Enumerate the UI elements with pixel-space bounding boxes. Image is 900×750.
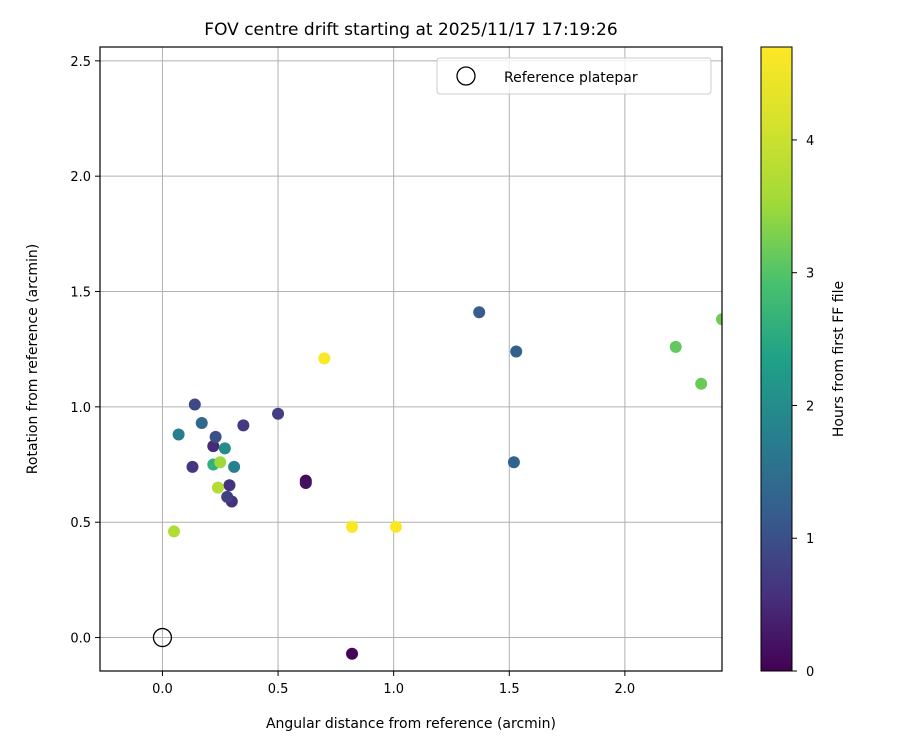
y-tick-label: 0.5 [70,516,91,531]
colorbar-tick-label: 0 [806,665,814,680]
data-point [318,352,331,365]
colorbar-tick-label: 4 [806,134,814,149]
y-axis-ticks: 0.0 0.5 1.0 1.5 2.0 2.5 [70,55,100,647]
colorbar-tick-label: 2 [806,399,814,414]
colorbar-tick-label: 3 [806,267,814,282]
chart-title: FOV centre drift starting at 2025/11/17 … [204,20,617,40]
reference-marker-layer [152,627,173,648]
data-point [669,340,682,353]
legend-label: Reference platepar [504,70,638,86]
reference-platepar-marker [152,627,173,648]
data-point [195,417,208,430]
legend-box [436,57,712,95]
data-point [299,476,312,489]
y-tick-label: 2.0 [70,170,91,185]
data-point [214,456,227,469]
data-point [510,345,523,358]
data-point [211,481,224,494]
y-tick-label: 1.5 [70,286,91,301]
data-point [346,520,359,533]
data-point [716,313,722,326]
y-axis-label: Rotation from reference (arcmin) [25,244,41,474]
data-point [186,460,199,473]
plot-background [100,47,722,671]
data-point [473,306,486,319]
data-point [167,525,180,538]
data-point [218,442,231,455]
data-point [228,460,241,473]
x-tick-label: 0.5 [268,682,289,697]
data-point [389,520,402,533]
data-points [167,306,722,660]
legend-marker [456,66,476,86]
colorbar-tick-label: 1 [806,532,814,547]
data-point [188,398,201,411]
x-tick-label: 2.0 [615,682,636,697]
colorbar: 0 1 2 3 4 Hours from first FF file [760,46,847,680]
data-point [221,490,234,503]
data-point [207,440,220,453]
legend: Reference platepar [436,57,712,95]
data-point [209,430,222,443]
data-point [237,419,250,432]
data-point [172,428,185,441]
data-point [346,647,359,660]
x-tick-label: 1.5 [499,682,520,697]
data-point [223,479,236,492]
y-tick-label: 1.0 [70,401,91,416]
data-point [507,456,520,469]
colorbar-gradient [760,46,793,672]
x-tick-label: 0.0 [152,682,173,697]
plot-frame [99,46,723,672]
x-axis-label: Angular distance from reference (arcmin) [266,716,556,732]
x-tick-label: 1.0 [383,682,404,697]
y-tick-label: 2.5 [70,55,91,70]
colorbar-label: Hours from first FF file [831,281,847,437]
y-tick-label: 0.0 [70,632,91,647]
data-point [272,407,285,420]
x-axis-ticks: 0.0 0.5 1.0 1.5 2.0 [152,671,635,697]
data-point [695,377,708,390]
grid-lines [100,47,722,671]
colorbar-ticks: 0 1 2 3 4 [792,134,814,680]
